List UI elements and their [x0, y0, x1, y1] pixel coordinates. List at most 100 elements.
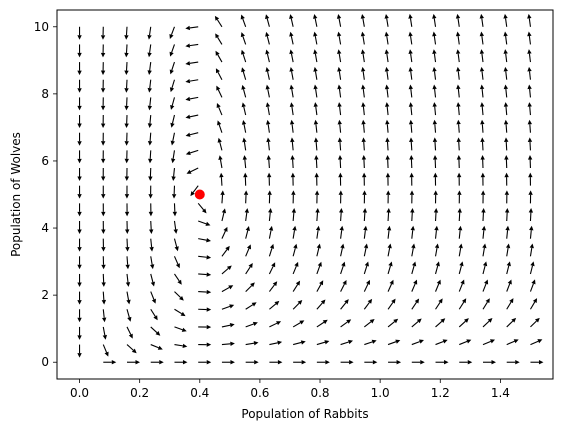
- vector-arrow-shaft: [217, 54, 223, 63]
- vector-arrow-head: [485, 298, 490, 304]
- vector-arrow-shaft: [387, 265, 391, 275]
- equilibrium-point: [194, 189, 205, 200]
- vector-arrow-shaft: [411, 265, 415, 275]
- vector-arrow-shaft: [529, 265, 534, 275]
- vector-arrow-head: [504, 208, 510, 213]
- vector-arrow-shaft: [410, 53, 413, 63]
- vector-arrow-head: [491, 360, 496, 365]
- vector-arrow-shaft: [363, 302, 370, 310]
- vector-arrow-shaft: [433, 71, 437, 80]
- vector-arrow-head: [409, 137, 414, 143]
- vector-arrow-head: [101, 282, 106, 287]
- vector-arrow-head: [466, 339, 472, 344]
- vector-arrow-head: [367, 298, 373, 304]
- vector-arrow-head: [384, 49, 390, 54]
- vector-arrow-head: [77, 317, 82, 323]
- vector-arrow-head: [150, 281, 156, 287]
- vector-arrow-head: [480, 155, 485, 160]
- vector-arrow-head: [444, 360, 449, 365]
- vector-arrow-shaft: [221, 343, 231, 346]
- vector-arrow-head: [506, 261, 511, 267]
- vector-arrow-head: [434, 225, 439, 231]
- vector-arrow-head: [360, 49, 366, 55]
- vector-arrow-head: [320, 299, 326, 305]
- vector-arrow-shaft: [242, 89, 247, 98]
- vector-arrow-head: [216, 85, 221, 91]
- vector-arrow-shaft: [506, 247, 509, 257]
- vector-arrow-shaft: [363, 283, 369, 292]
- vector-arrow-head: [289, 102, 295, 107]
- vector-arrow-shaft: [528, 71, 532, 80]
- vector-arrow-head: [385, 172, 391, 178]
- vector-arrow-shaft: [150, 273, 154, 283]
- vector-arrow-head: [265, 102, 271, 108]
- vector-arrow-head: [411, 261, 417, 267]
- vector-arrow-head: [253, 341, 259, 346]
- vector-arrow-head: [484, 279, 489, 285]
- vector-arrow-head: [479, 66, 485, 72]
- vector-arrow-head: [170, 158, 176, 164]
- vector-arrow-head: [101, 317, 107, 323]
- vector-arrow-head: [360, 31, 366, 37]
- vector-arrow-head: [325, 360, 330, 365]
- vector-arrow-head: [338, 172, 343, 178]
- vector-arrow-shaft: [189, 79, 199, 82]
- vector-arrow-head: [159, 360, 164, 365]
- vector-arrow-head: [297, 300, 303, 305]
- vector-arrow-head: [185, 43, 191, 48]
- vector-arrow-shaft: [221, 305, 231, 310]
- vector-arrow-shaft: [386, 18, 389, 27]
- vector-arrow-head: [100, 35, 106, 40]
- vector-arrow-head: [384, 84, 390, 90]
- vector-arrow-shaft: [189, 114, 199, 118]
- vector-arrow-shaft: [292, 341, 302, 346]
- vector-arrow-shaft: [386, 141, 389, 151]
- vector-arrow-head: [100, 123, 106, 129]
- vector-arrow-head: [527, 119, 533, 125]
- x-tick-label: 0.4: [190, 386, 209, 400]
- vector-arrow-head: [504, 137, 509, 143]
- vector-arrow-shaft: [171, 97, 176, 106]
- vector-arrow-shaft: [197, 202, 205, 211]
- vector-arrow-shaft: [506, 265, 510, 275]
- vector-arrow-head: [77, 282, 82, 287]
- vector-arrow-shaft: [292, 212, 295, 222]
- vector-arrow-head: [250, 282, 255, 288]
- vector-arrow-head: [348, 339, 353, 345]
- vector-arrow-head: [384, 13, 389, 19]
- vector-arrow-head: [147, 52, 152, 58]
- vector-arrow-shaft: [362, 71, 365, 80]
- vector-arrow-head: [504, 190, 510, 195]
- vector-arrow-shaft: [434, 88, 437, 98]
- vector-arrow-head: [217, 120, 222, 126]
- vector-arrow-shaft: [242, 53, 247, 63]
- vector-arrow-head: [185, 132, 191, 137]
- vector-arrow-head: [148, 194, 153, 199]
- vector-arrow-shaft: [457, 88, 460, 98]
- vector-arrow-head: [528, 172, 533, 178]
- vector-arrow-shaft: [266, 18, 270, 27]
- vector-arrow-head: [409, 172, 414, 178]
- vector-arrow-head: [124, 105, 129, 111]
- vector-arrow-head: [124, 176, 130, 182]
- vector-arrow-head: [101, 211, 106, 217]
- vector-arrow-head: [265, 84, 270, 90]
- vector-arrow-shaft: [505, 124, 508, 133]
- vector-arrow-shaft: [340, 265, 344, 275]
- vector-arrow-head: [240, 49, 246, 55]
- vector-arrow-head: [190, 191, 195, 197]
- vector-arrow-head: [361, 172, 367, 178]
- vector-arrow-shaft: [102, 344, 108, 353]
- vector-arrow-head: [174, 246, 179, 252]
- vector-arrow-head: [432, 84, 437, 90]
- x-tick-label: 1.2: [431, 386, 450, 400]
- vector-arrow-shaft: [362, 88, 365, 98]
- vector-arrow-shaft: [217, 36, 223, 45]
- vector-arrow-shaft: [481, 88, 484, 98]
- vector-arrow-head: [433, 172, 438, 178]
- vector-arrow-head: [185, 96, 191, 102]
- vector-arrow-head: [124, 35, 129, 40]
- vector-arrow-shaft: [411, 230, 414, 239]
- vector-arrow-head: [479, 49, 485, 54]
- vector-arrow-head: [148, 158, 153, 164]
